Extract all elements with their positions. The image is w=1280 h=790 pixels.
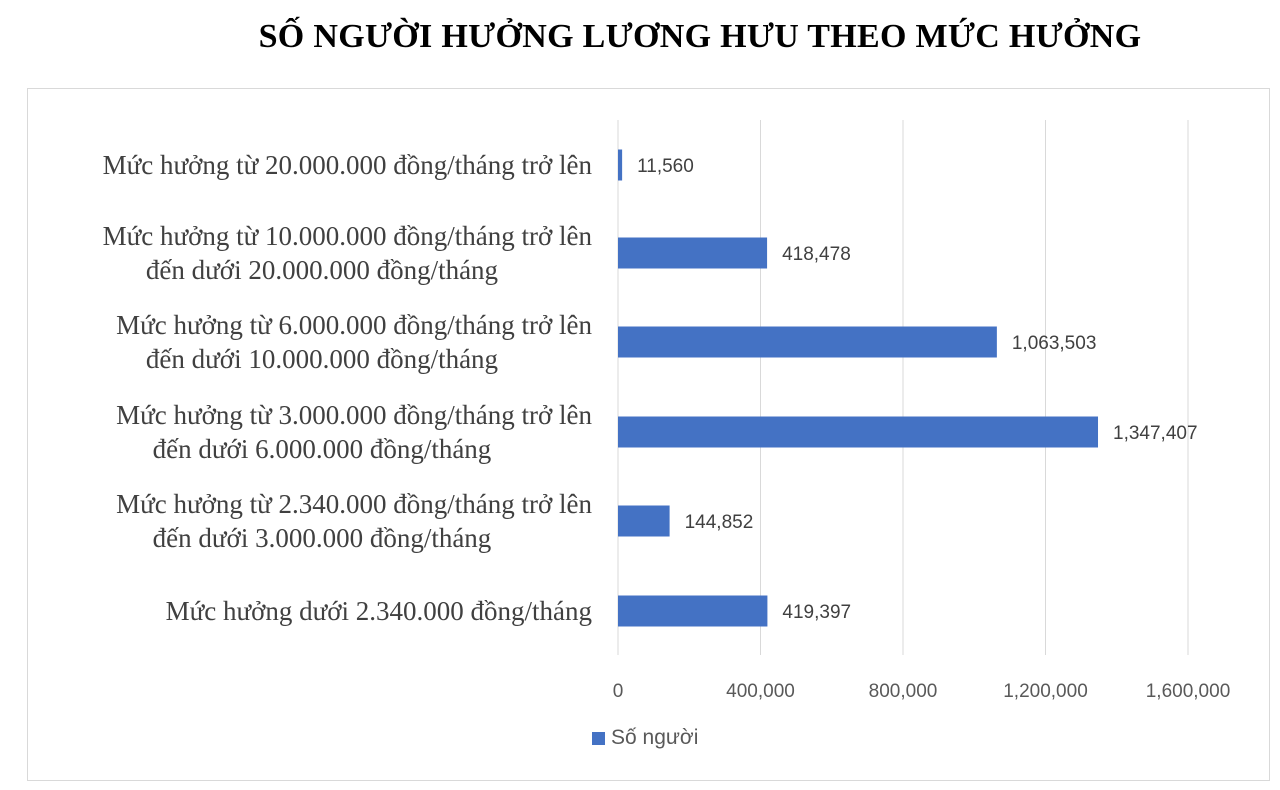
bar	[618, 505, 670, 537]
data-label: 11,560	[637, 156, 694, 177]
legend-label: Số người	[611, 726, 699, 749]
data-label: 1,063,503	[1012, 333, 1097, 354]
category-label: Mức hưởng từ 6.000.000 đồng/tháng trở lê…	[116, 310, 592, 340]
data-label: 144,852	[685, 512, 754, 533]
x-tick-label: 1,600,000	[1146, 681, 1231, 702]
category-label: Mức hưởng từ 20.000.000 đồng/tháng trở l…	[103, 150, 593, 180]
bar	[618, 237, 768, 269]
category-label: đến dưới 10.000.000 đồng/tháng	[146, 344, 498, 374]
category-label: Mức hưởng dưới 2.340.000 đồng/tháng	[166, 596, 592, 626]
bar	[618, 326, 997, 358]
category-label: Mức hưởng từ 3.000.000 đồng/tháng trở lê…	[116, 400, 592, 430]
data-label: 419,397	[782, 602, 851, 623]
x-tick-label: 0	[613, 681, 624, 702]
x-tick-label: 800,000	[869, 681, 938, 702]
bar	[618, 416, 1099, 448]
category-label: Mức hưởng từ 2.340.000 đồng/tháng trở lê…	[116, 489, 592, 519]
category-label: đến dưới 20.000.000 đồng/tháng	[146, 255, 498, 285]
x-tick-label: 400,000	[726, 681, 795, 702]
chart-legend: Số người	[592, 726, 698, 750]
category-label: đến dưới 6.000.000 đồng/tháng	[153, 434, 492, 464]
bar	[618, 595, 768, 627]
bar	[618, 149, 623, 181]
data-label: 418,478	[782, 244, 851, 265]
data-label: 1,347,407	[1113, 423, 1198, 444]
x-tick-label: 1,200,000	[1003, 681, 1088, 702]
category-label: Mức hưởng từ 10.000.000 đồng/tháng trở l…	[103, 221, 593, 251]
legend-swatch	[592, 731, 605, 745]
category-label: đến dưới 3.000.000 đồng/tháng	[153, 523, 492, 553]
chart-title: SỐ NGƯỜI HƯỞNG LƯƠNG HƯU THEO MỨC HƯỞNG	[258, 18, 1142, 55]
